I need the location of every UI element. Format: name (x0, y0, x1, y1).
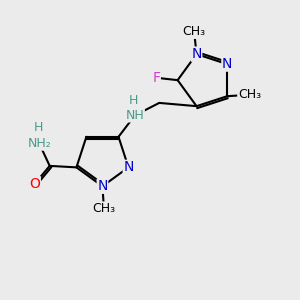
Text: CH₃: CH₃ (238, 88, 261, 101)
Text: H: H (34, 121, 43, 134)
Text: N: N (97, 179, 108, 193)
Text: CH₃: CH₃ (92, 202, 116, 215)
Text: N: N (191, 47, 202, 61)
Text: NH₂: NH₂ (27, 137, 51, 150)
Text: F: F (152, 71, 160, 85)
Text: N: N (123, 160, 134, 174)
Text: N: N (222, 57, 232, 71)
Text: CH₃: CH₃ (183, 26, 206, 38)
Text: O: O (29, 177, 40, 191)
Text: NH: NH (125, 109, 144, 122)
Text: H: H (129, 94, 138, 107)
